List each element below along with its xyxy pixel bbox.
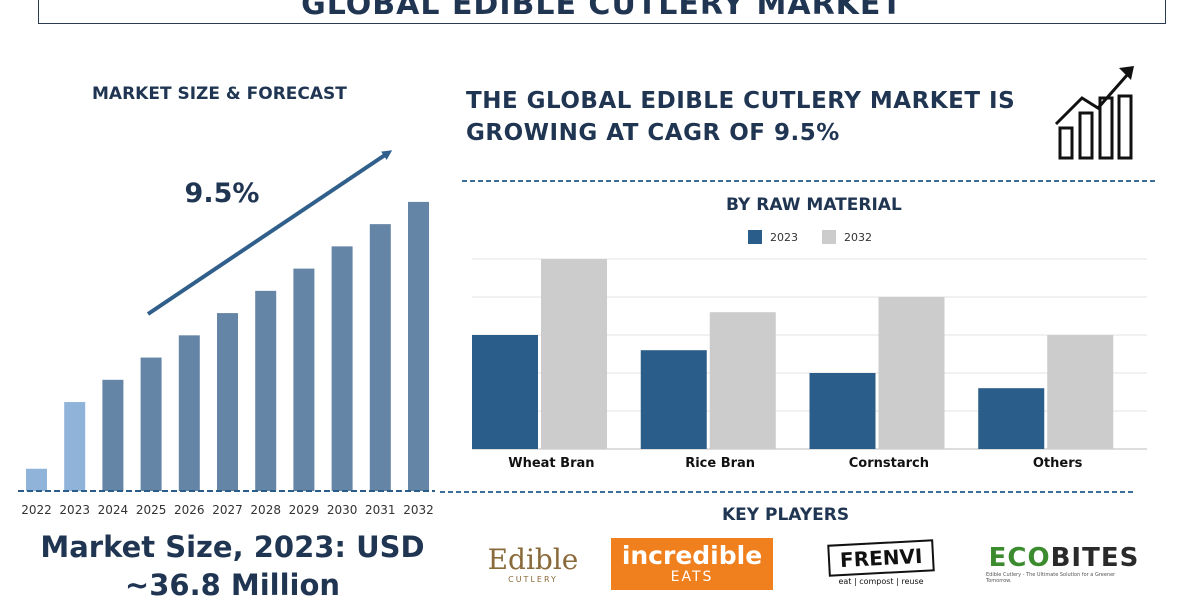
x-tick-2027: 2027	[212, 503, 243, 517]
frenvi-logo-sub: eat | compost | reuse	[838, 577, 924, 586]
bar-2026	[178, 335, 200, 491]
bar-2030	[331, 246, 353, 491]
icon-bar-1	[1058, 126, 1074, 160]
page-title: GLOBAL EDIBLE CUTLERY MARKET	[301, 0, 903, 22]
incredible-eats-logo: incredible EATS	[611, 538, 773, 590]
x-tick-2026: 2026	[174, 503, 205, 517]
edible-logo-sub: CUTLERY	[508, 574, 558, 584]
x-tick-2023: 2023	[59, 503, 90, 517]
ecobites-logo-sub: Edible Cutlery - The Ultimate Solution f…	[986, 572, 1116, 584]
x-label-others: Others	[1033, 456, 1083, 471]
frenvi-logo: FRENVI eat | compost | reuse	[820, 538, 942, 590]
ecobites-logo-main: ECOBITES	[989, 544, 1140, 572]
bar-2028	[255, 290, 277, 491]
bar-wheat-bran-2023	[472, 335, 538, 449]
edible-cutlery-logo: Edible CUTLERY	[478, 538, 588, 590]
legend-label-2023: 2023	[770, 230, 798, 244]
bar-2025	[140, 357, 162, 491]
cagr-headline: THE GLOBAL EDIBLE CUTLERY MARKET IS GROW…	[466, 88, 1016, 146]
bar-others-2023	[978, 388, 1045, 449]
market-forecast-chart: 2022 2023 2024 2025 2026 2027 2028 2029 2030 2031…	[18, 150, 435, 517]
x-tick-2025: 2025	[136, 503, 167, 517]
x-label-cornstarch: Cornstarch	[849, 456, 929, 471]
decorations	[440, 66, 1158, 493]
ecobites-logo: ECOBITES Edible Cutlery - The Ultimate S…	[986, 538, 1142, 590]
icon-bar-3	[1098, 96, 1114, 160]
bar-2027	[217, 313, 238, 491]
frenvi-logo-main: FRENVI	[827, 539, 935, 577]
icon-arrowhead	[1119, 66, 1134, 80]
x-tick-2029: 2029	[289, 503, 320, 517]
title-box: GLOBAL EDIBLE CUTLERY MARKET	[38, 0, 1166, 24]
x-tick-2030: 2030	[327, 503, 358, 517]
cagr-annotation: 9.5%	[185, 178, 260, 209]
bar-2024	[102, 379, 124, 491]
legend-item-2023: 2023	[748, 230, 798, 244]
bar-cornstarch-2032	[878, 297, 945, 449]
x-tick-2032: 2032	[403, 503, 434, 517]
x-label-rice-bran: Rice Bran	[685, 456, 755, 471]
bar-2031	[369, 224, 391, 491]
bar-rice-bran-2023	[640, 350, 707, 449]
bar-wheat-bran-2032	[541, 259, 607, 449]
icon-trend-line	[1054, 73, 1130, 126]
legend-label-2032: 2032	[844, 230, 872, 244]
x-tick-2022: 2022	[21, 503, 52, 517]
x-label-wheat-bran: Wheat Bran	[508, 456, 594, 471]
bar-others-2032	[1047, 335, 1114, 449]
bar-rice-bran-2032	[709, 312, 776, 449]
x-tick-2028: 2028	[250, 503, 281, 517]
icon-bar-2	[1078, 111, 1094, 160]
market-size-text: Market Size, 2023: USD ~36.8 Million	[40, 530, 425, 602]
bar-2023	[64, 402, 86, 491]
raw-material-legend: 2023 2032	[748, 230, 896, 244]
bar-2029	[293, 268, 315, 491]
x-tick-2031: 2031	[365, 503, 396, 517]
bar-cornstarch-2023	[809, 373, 876, 449]
key-players-title: KEY PLAYERS	[722, 505, 850, 525]
legend-swatch-2023	[748, 230, 762, 244]
bar-2022	[26, 468, 47, 491]
raw-material-title: BY RAW MATERIAL	[726, 195, 902, 215]
legend-item-2032: 2032	[822, 230, 872, 244]
icon-bar-4	[1117, 94, 1133, 160]
market-size-forecast-title: MARKET SIZE & FORECAST	[92, 84, 347, 104]
ecobites-logo-eco: ECO	[988, 543, 1051, 573]
growth-arrow	[146, 150, 393, 316]
bar-2032	[408, 201, 429, 492]
legend-swatch-2032	[822, 230, 836, 244]
incredible-logo-sub: EATS	[670, 569, 714, 585]
x-tick-2024: 2024	[98, 503, 129, 517]
ecobites-logo-bites: BITES	[1050, 543, 1140, 573]
growth-chart-icon	[1054, 66, 1134, 160]
edible-logo-main: Edible	[487, 542, 579, 576]
incredible-logo-main: incredible	[621, 541, 763, 570]
raw-material-chart: Wheat Bran Rice Bran Cornstarch Others	[472, 258, 1147, 471]
